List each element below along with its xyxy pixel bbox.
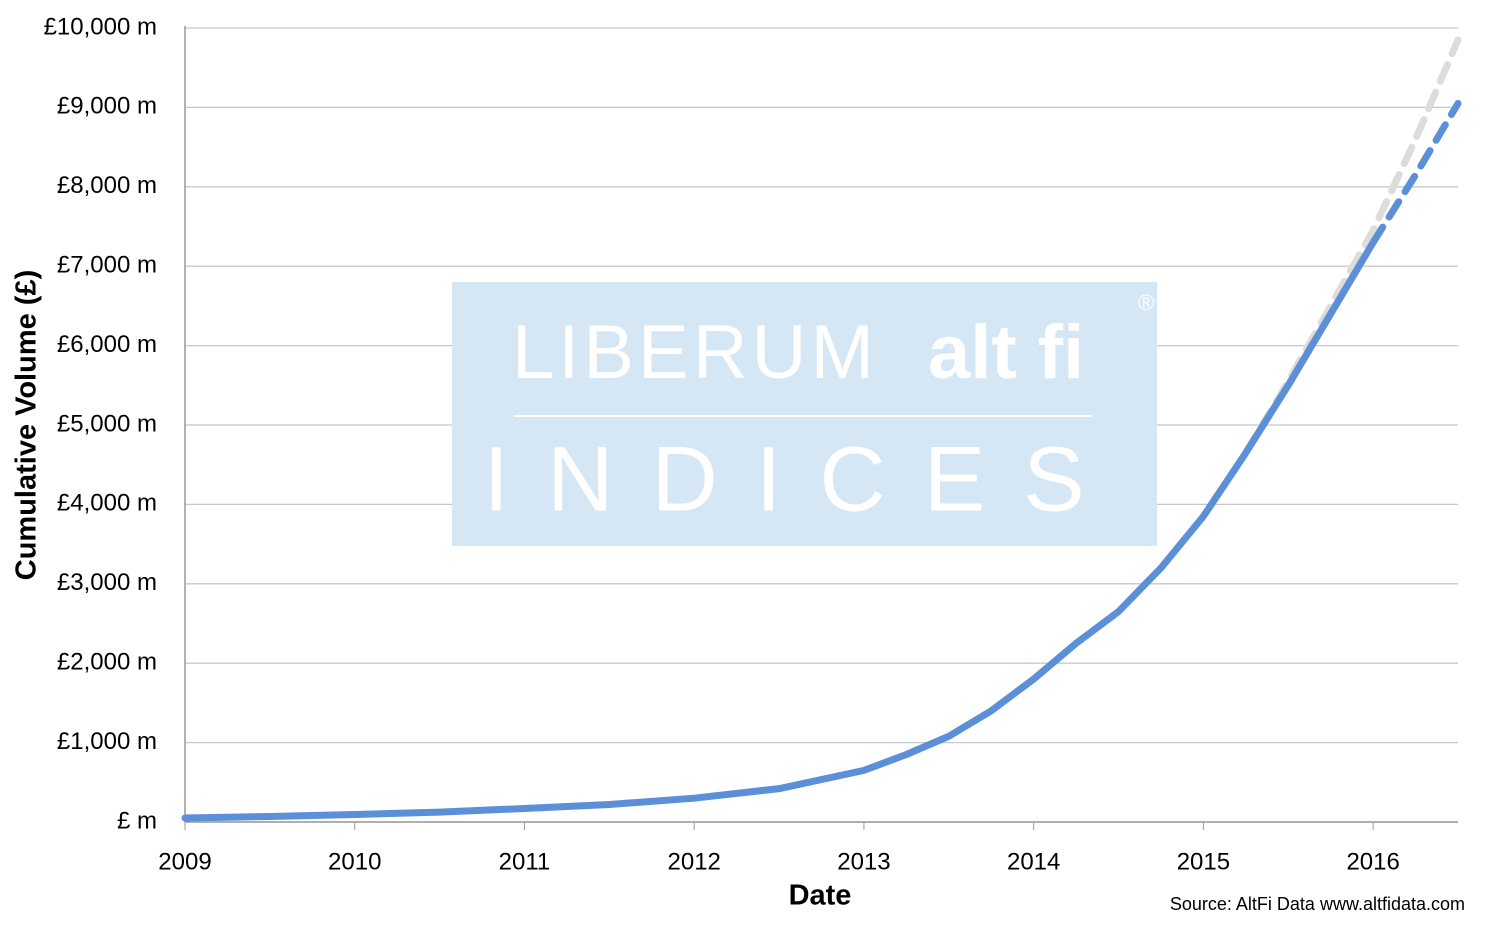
x-tick-label: 2014 (1007, 848, 1060, 875)
x-tick-label: 2016 (1346, 848, 1399, 875)
watermark-box (452, 282, 1157, 546)
watermark-subtitle: INDICES (483, 428, 1122, 530)
y-tick-label: £3,000 m (57, 569, 157, 596)
y-tick-label: £10,000 m (44, 13, 157, 40)
y-tick-label: £4,000 m (57, 490, 157, 517)
series-line (181, 238, 1377, 822)
y-tick-label: £6,000 m (57, 331, 157, 358)
x-tick-label: 2011 (499, 848, 551, 875)
x-axis-title: Date (789, 880, 852, 912)
x-tick-label: 2009 (158, 848, 211, 875)
watermark-brand: LIBERUM (512, 310, 878, 395)
y-axis-title: Cumulative Volume (£) (11, 270, 43, 580)
y-tick-label: £7,000 m (57, 252, 157, 279)
source-note: Source: AltFi Data www.altfidata.com (1170, 894, 1465, 914)
watermark-mark: ® (1138, 290, 1154, 315)
y-tick-label: £2,000 m (57, 649, 157, 676)
x-tick-label: 2012 (668, 848, 721, 875)
x-tick-label: 2010 (328, 848, 381, 875)
series-line (1369, 99, 1462, 246)
series-line (1242, 36, 1462, 457)
y-tick-label: £5,000 m (57, 410, 157, 437)
y-tick-label: £8,000 m (57, 172, 157, 199)
x-tick-label: 2015 (1177, 848, 1230, 875)
x-tick-label: 2013 (837, 848, 890, 875)
y-tick-label: £1,000 m (57, 728, 157, 755)
y-tick-label: £9,000 m (57, 93, 157, 120)
y-tick-label: £ m (117, 807, 157, 834)
watermark-brand2: alt fi (928, 310, 1084, 395)
